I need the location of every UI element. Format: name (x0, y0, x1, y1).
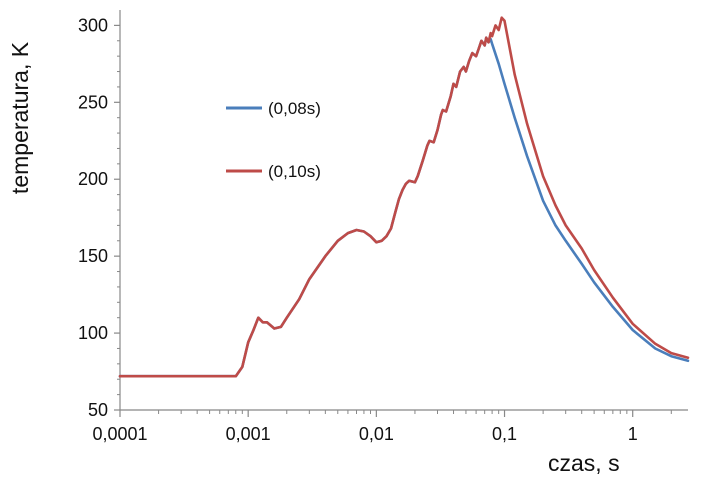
y-tick-label: 150 (78, 246, 108, 266)
legend-label-series-0: (0,08s) (268, 99, 321, 118)
y-tick-label: 100 (78, 323, 108, 343)
series-line-0 (118, 36, 690, 378)
y-tick-label: 300 (78, 15, 108, 35)
y-ticks: 50 100 150 200 250 300 (78, 15, 120, 420)
y-tick-label: 50 (88, 400, 108, 420)
y-tick-label: 250 (78, 92, 108, 112)
series-layer (118, 16, 690, 378)
chart-axes (119, 10, 688, 411)
x-axis-title: czas, s (548, 450, 620, 476)
x-tick-label: 1 (628, 424, 638, 444)
legend-label-series-1: (0,10s) (268, 162, 321, 181)
y-tick-label: 200 (78, 169, 108, 189)
x-tick-label: 0,01 (359, 424, 394, 444)
legend: (0,08s) (0,10s) (226, 99, 321, 181)
y-axis-title: temperatura, K (7, 41, 33, 194)
series-line-1 (118, 16, 690, 378)
x-tick-label: 0,1 (492, 424, 517, 444)
x-tick-label: 0,0001 (92, 424, 147, 444)
x-tick-label: 0,001 (226, 424, 271, 444)
x-ticks: 0,0001 0,001 0,01 0,1 1 (92, 410, 672, 444)
